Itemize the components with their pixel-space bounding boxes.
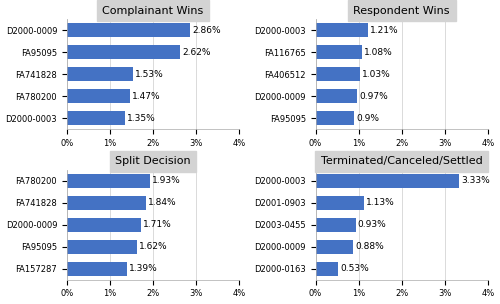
Text: 0.88%: 0.88% [356,242,384,251]
Text: 1.62%: 1.62% [139,242,168,251]
Bar [316,45,362,59]
Text: 2.86%: 2.86% [192,26,221,35]
Bar [316,174,459,188]
Text: 1.93%: 1.93% [152,176,181,185]
Text: 1.39%: 1.39% [129,264,158,273]
Bar [316,111,354,125]
Title: Terminated/Canceled/Settled: Terminated/Canceled/Settled [321,156,482,166]
Bar [67,45,180,59]
Bar [316,261,338,276]
Text: 0.53%: 0.53% [340,264,370,273]
Title: Complainant Wins: Complainant Wins [102,5,204,16]
Text: 0.9%: 0.9% [356,114,380,123]
Title: Split Decision: Split Decision [115,156,191,166]
Text: 0.93%: 0.93% [358,220,386,229]
Text: 1.53%: 1.53% [135,70,164,79]
Text: 1.47%: 1.47% [132,92,161,101]
Text: 3.33%: 3.33% [461,176,490,185]
Text: 2.62%: 2.62% [182,48,210,57]
Bar [67,261,127,276]
Bar [316,240,354,254]
Text: 1.71%: 1.71% [142,220,172,229]
Text: 1.13%: 1.13% [366,198,395,207]
Bar [67,195,146,210]
Bar [67,174,150,188]
Text: 0.97%: 0.97% [360,92,388,101]
Bar [316,23,368,37]
Bar [67,240,136,254]
Bar [67,23,190,37]
Bar [316,67,360,81]
Text: 1.08%: 1.08% [364,48,393,57]
Title: Respondent Wins: Respondent Wins [354,5,450,16]
Bar [316,89,358,103]
Text: 1.84%: 1.84% [148,198,177,207]
Text: 1.03%: 1.03% [362,70,391,79]
Bar [67,111,125,125]
Text: 1.35%: 1.35% [127,114,156,123]
Bar [67,218,140,232]
Text: 1.21%: 1.21% [370,26,398,35]
Bar [316,218,356,232]
Bar [67,67,133,81]
Bar [316,195,364,210]
Bar [67,89,130,103]
